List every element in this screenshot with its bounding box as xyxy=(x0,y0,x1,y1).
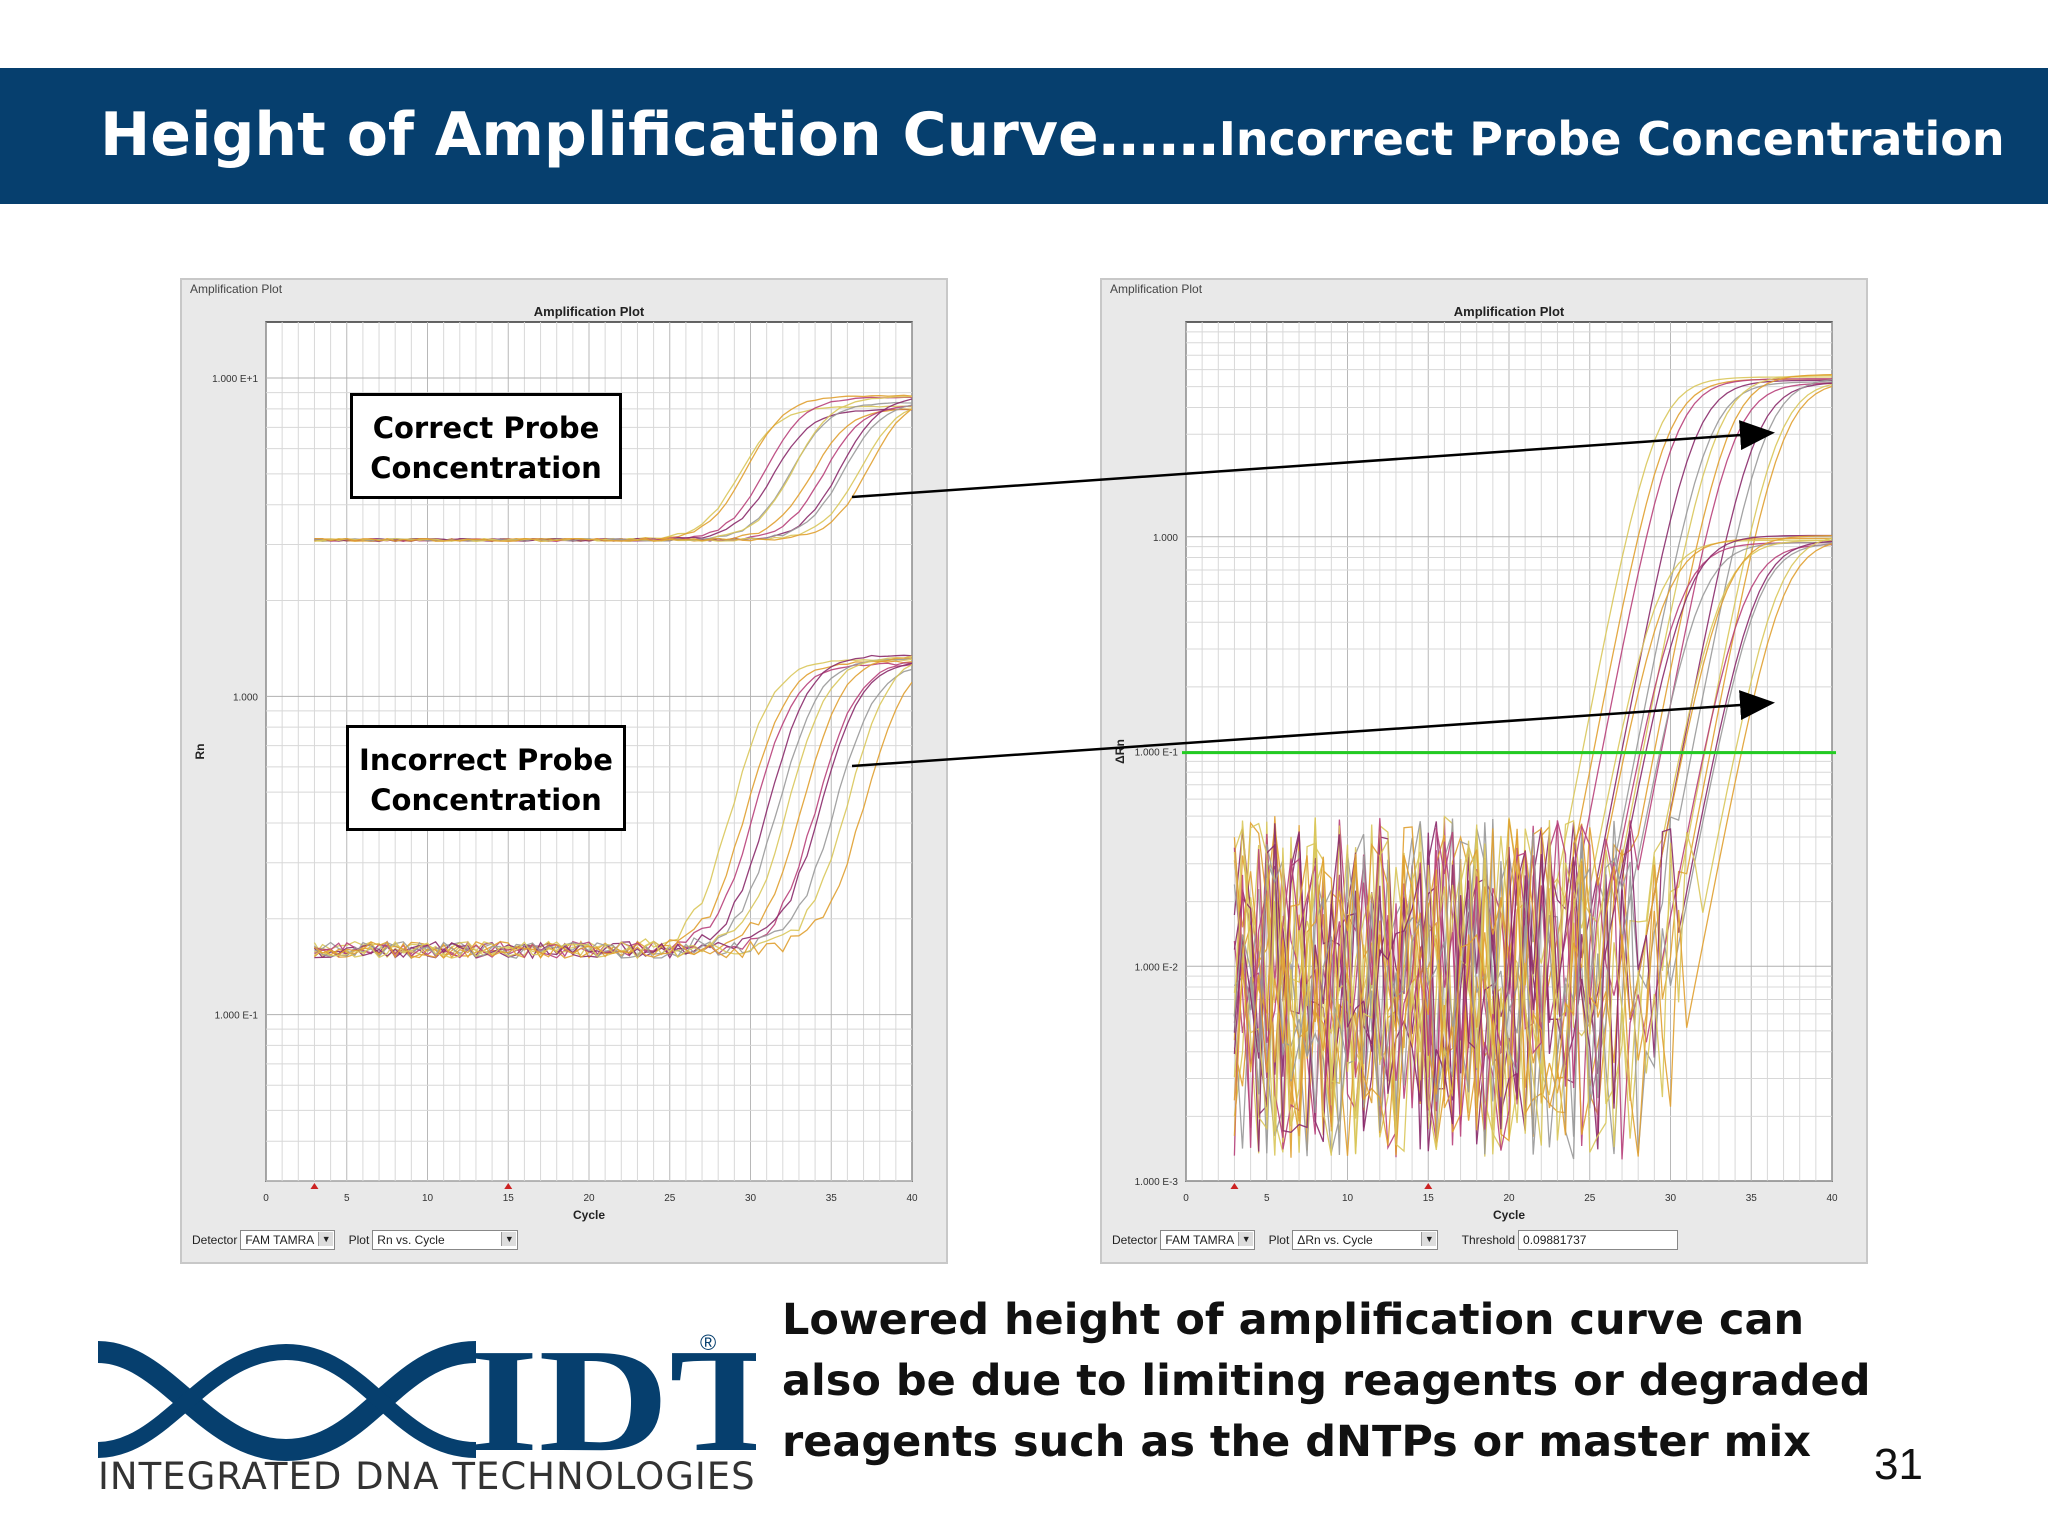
left-plot-label: Plot xyxy=(348,1233,370,1247)
x-tick-label: 15 xyxy=(503,1193,515,1204)
y-tick-label: 1.000 E+1 xyxy=(212,374,258,385)
chevron-down-icon[interactable]: ▼ xyxy=(318,1232,334,1246)
amplification-curve xyxy=(1233,543,1832,1157)
x-tick-label: 0 xyxy=(263,1193,269,1204)
x-axis-label: Cycle xyxy=(573,1208,605,1222)
x-tick-label: 5 xyxy=(344,1193,350,1204)
left-detector-value: FAM TAMRA xyxy=(245,1233,315,1247)
x-tick-label: 30 xyxy=(745,1193,757,1204)
y-axis-label: ΔRn xyxy=(1113,739,1127,764)
left-window-title: Amplification Plot xyxy=(190,282,283,296)
chevron-down-icon[interactable]: ▼ xyxy=(1238,1232,1254,1246)
cycle-marker xyxy=(1424,1183,1433,1189)
x-tick-label: 25 xyxy=(1584,1193,1596,1204)
idt-logo: IDT ® xyxy=(97,1320,756,1483)
right-detector-value: FAM TAMRA xyxy=(1165,1233,1235,1247)
threshold-input[interactable]: 0.09881737 xyxy=(1518,1230,1679,1250)
chevron-down-icon[interactable]: ▼ xyxy=(501,1232,517,1246)
x-axis-label: Cycle xyxy=(1493,1208,1525,1222)
x-tick-label: 25 xyxy=(664,1193,676,1204)
helix-strand-1 xyxy=(97,1341,477,1462)
slide-title: Height of Amplification Curve……Incorrect… xyxy=(100,100,2005,170)
amplification-curve xyxy=(313,654,912,959)
right-amplification-panel: Amplification Plot 1.000 1.000 E-1 1.000 E… xyxy=(1100,278,1868,1264)
threshold-value: 0.09881737 xyxy=(1523,1233,1587,1247)
right-window-title: Amplification Plot xyxy=(1110,282,1203,296)
left-detector-select[interactable]: FAM TAMRA ▼ xyxy=(240,1230,336,1250)
helix-strand-2 xyxy=(97,1343,477,1458)
x-tick-label: 20 xyxy=(1503,1193,1515,1204)
curve-group xyxy=(313,394,912,960)
title-bar: Height of Amplification Curve……Incorrect… xyxy=(0,68,2048,204)
cycle-marker xyxy=(1230,1183,1239,1189)
y-tick-label: 1.000 E-2 xyxy=(1135,962,1179,973)
registered-mark: ® xyxy=(700,1330,716,1355)
y-tick-label: 1.000 xyxy=(1153,533,1178,544)
x-tick-label: 10 xyxy=(1342,1193,1354,1204)
amplification-curve xyxy=(313,668,912,959)
x-tick-label: 0 xyxy=(1183,1193,1189,1204)
cycle-marker xyxy=(310,1183,319,1189)
y-tick-label: 1.000 E-1 xyxy=(1135,748,1179,759)
threshold-label: Threshold xyxy=(1461,1233,1516,1247)
x-tick-label: 10 xyxy=(422,1193,434,1204)
amplification-curve xyxy=(314,663,912,959)
amplification-curve xyxy=(314,408,912,542)
amplification-curve xyxy=(1233,540,1832,1152)
cycle-marker xyxy=(504,1183,513,1189)
y-tick-label: 1.000 xyxy=(233,692,258,703)
right-chart-svg: 1.000 1.000 E-1 1.000 E-2 1.000 E-3 0 5 10 15 20… xyxy=(1113,304,1838,1222)
x-tick-label: 40 xyxy=(1826,1193,1838,1204)
left-plot-value: Rn vs. Cycle xyxy=(377,1233,445,1247)
right-detector-label: Detector xyxy=(1112,1233,1158,1247)
right-controls: Detector FAM TAMRA ▼ Plot ΔRn vs. Cycle ▼ Th… xyxy=(1112,1230,1688,1254)
idt-logo-letters: IDT xyxy=(468,1320,756,1483)
x-tick-label: 5 xyxy=(1264,1193,1270,1204)
correct-probe-annotation: Correct Probe Concentration xyxy=(350,393,622,499)
amplification-curve xyxy=(1233,382,1832,1145)
idt-logo-text: INTEGRATED DNA TECHNOLOGIES xyxy=(98,1455,756,1498)
amplification-curve xyxy=(1233,537,1832,1148)
y-tick-label: 1.000 E-1 xyxy=(215,1011,259,1022)
chevron-down-icon[interactable]: ▼ xyxy=(1421,1232,1437,1246)
left-detector-label: Detector xyxy=(192,1233,238,1247)
correct-probe-line1: Correct Probe xyxy=(372,411,600,445)
chart-title: Amplification Plot xyxy=(534,304,645,319)
slide-title-main: Height of Amplification Curve…… xyxy=(100,100,1219,170)
amplification-curve xyxy=(314,681,912,959)
incorrect-probe-line2: Concentration xyxy=(370,783,602,817)
amplification-curve xyxy=(1233,542,1832,1151)
page-number: 31 xyxy=(1874,1440,1923,1489)
x-tick-label: 20 xyxy=(583,1193,595,1204)
right-detector-select[interactable]: FAM TAMRA ▼ xyxy=(1160,1230,1256,1250)
incorrect-probe-annotation: Incorrect Probe Concentration xyxy=(346,725,626,831)
x-tick-label: 30 xyxy=(1665,1193,1677,1204)
slide-title-sub: Incorrect Probe Concentration xyxy=(1218,112,2005,166)
x-tick-label: 35 xyxy=(1746,1193,1758,1204)
x-tick-label: 15 xyxy=(1423,1193,1435,1204)
left-plot-select[interactable]: Rn vs. Cycle ▼ xyxy=(372,1230,519,1250)
slide-caption: Lowered height of amplification curve ca… xyxy=(782,1295,1871,1467)
x-tick-label: 40 xyxy=(906,1193,918,1204)
y-axis-label: Rn xyxy=(193,744,207,760)
left-controls: Detector FAM TAMRA ▼ Plot Rn vs. Cycle ▼ xyxy=(192,1230,528,1254)
x-tick-label: 35 xyxy=(826,1193,838,1204)
chart-title: Amplification Plot xyxy=(1454,304,1565,319)
y-tick-label: 1.000 E-3 xyxy=(1135,1177,1179,1188)
right-plot-value: ΔRn vs. Cycle xyxy=(1297,1233,1373,1247)
amplification-curve xyxy=(1233,543,1832,1156)
incorrect-probe-line1: Incorrect Probe xyxy=(359,743,613,777)
right-plot-select[interactable]: ΔRn vs. Cycle ▼ xyxy=(1292,1230,1439,1250)
amplification-curve xyxy=(1233,543,1832,1160)
correct-probe-line2: Concentration xyxy=(370,451,602,485)
right-plot-label: Plot xyxy=(1268,1233,1290,1247)
